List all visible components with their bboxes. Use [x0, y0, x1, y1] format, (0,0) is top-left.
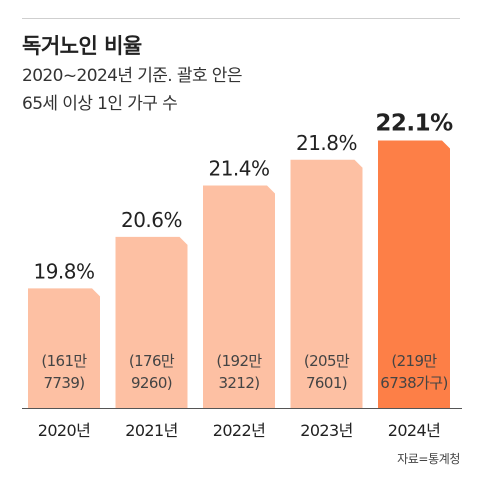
- bar-annotation-1-line-1: (161만: [41, 352, 87, 370]
- category-label-1: 2020년: [38, 421, 90, 440]
- category-label-4: 2023년: [300, 421, 352, 440]
- chart-subtitle-line1: 2020~2024년 기준. 괄호 안은: [22, 66, 242, 86]
- bar-3: [203, 185, 275, 408]
- value-label-2: 20.6%: [121, 208, 182, 232]
- bar-annotation-4-line-1: (205만: [304, 352, 350, 370]
- chart-subtitle-line2: 65세 이상 1인 가구 수: [22, 94, 178, 114]
- bar-annotation-1-line-2: 7739): [43, 374, 84, 392]
- category-label-5: 2024년: [388, 421, 440, 440]
- bar-annotation-4-line-2: 7601): [306, 374, 347, 392]
- bar-annotation-3-line-1: (192만: [216, 352, 262, 370]
- bar-group-2: 20.6% (176만 9260) 2021년: [115, 208, 188, 440]
- value-label-3: 21.4%: [208, 156, 269, 180]
- bar-group-1: 19.8% (161만 7739) 2020년: [28, 259, 100, 440]
- bar-group-5: 22.1% (219만 6738가구) 2024년: [375, 110, 453, 440]
- value-label-5: 22.1%: [375, 110, 453, 136]
- value-label-1: 19.8%: [33, 259, 94, 283]
- bar-annotation-5-line-2: 6738가구): [380, 374, 447, 392]
- bar-group-4: 21.8% (205만 7601) 2023년: [290, 131, 363, 440]
- top-rule: [22, 18, 460, 19]
- bar-group-3: 21.4% (192만 3212) 2022년: [203, 156, 275, 440]
- bar-1: [28, 288, 100, 408]
- bar-annotation-2-line-2: 9260): [131, 374, 172, 392]
- bar-annotation-2-line-1: (176만: [129, 352, 175, 370]
- bar-annotation-5-line-1: (219만: [391, 352, 437, 370]
- bar-4: [290, 159, 363, 408]
- source-note: 자료=통계청: [397, 452, 460, 466]
- bar-annotation-3-line-2: 3212): [218, 374, 259, 392]
- bar-5: [378, 140, 450, 408]
- category-label-3: 2022년: [213, 421, 265, 440]
- value-label-4: 21.8%: [296, 131, 357, 155]
- chart-title: 독거노인 비율: [22, 34, 142, 58]
- bar-2: [115, 236, 188, 408]
- category-label-2: 2021년: [125, 421, 177, 440]
